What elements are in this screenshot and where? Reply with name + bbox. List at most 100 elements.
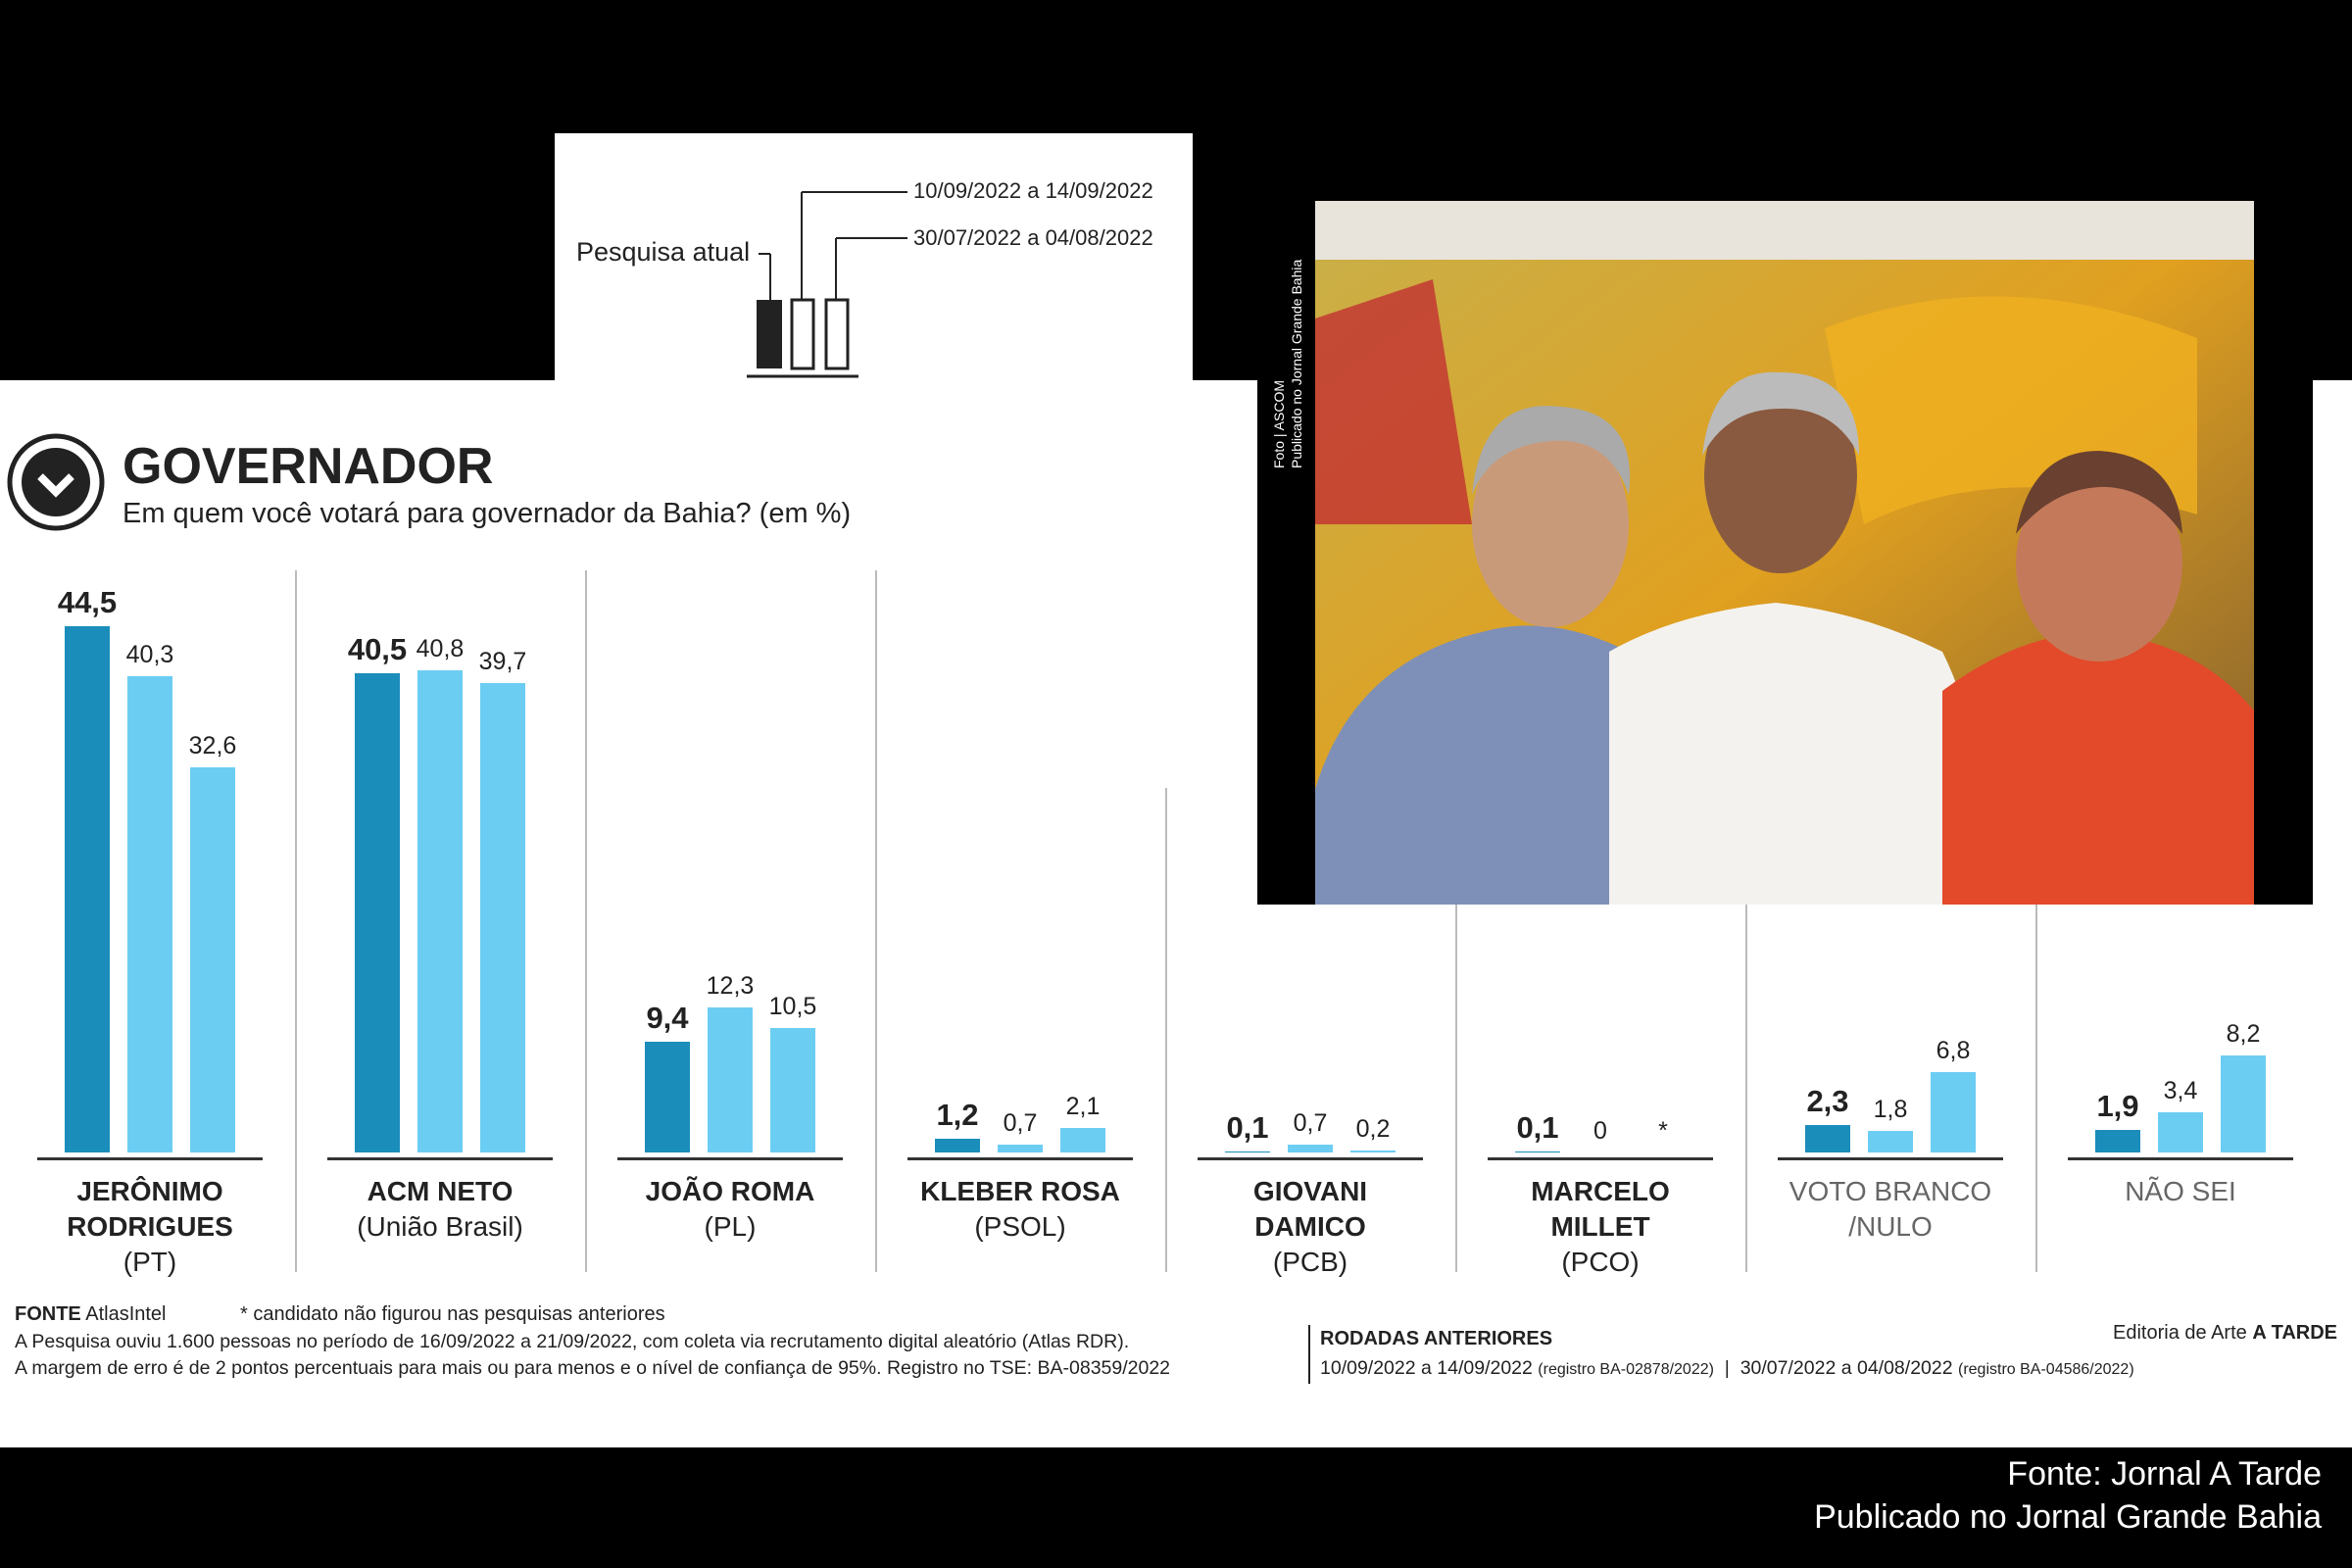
party-label: (PCB) (1272, 1247, 1348, 1277)
value-label: 6,8 (1936, 1036, 1971, 1064)
value-label: 0,1 (1226, 1109, 1269, 1145)
separator (2035, 905, 2037, 1272)
separator (1455, 905, 1457, 1272)
chart-subtitle: Em quem você votará para governador da B… (122, 498, 852, 529)
bar (65, 625, 110, 1152)
separator (585, 570, 587, 1272)
bar (998, 1144, 1043, 1152)
category-label: NÃO SEI (2125, 1176, 2236, 1206)
value-label: 12,3 (706, 971, 755, 1000)
baseline (1778, 1157, 2003, 1160)
value-label: 39,7 (478, 647, 527, 675)
value-label: * (1658, 1117, 1668, 1145)
value-label: 40,8 (416, 634, 465, 662)
legend-label: Pesquisa atual (576, 237, 751, 267)
bar (770, 1028, 815, 1152)
source: AtlasIntel (85, 1303, 167, 1325)
bar (2095, 1130, 2140, 1152)
bar (708, 1006, 753, 1152)
party-label: (União Brasil) (357, 1211, 523, 1242)
category-label: JERÔNIMO RODRIGUES (67, 1176, 233, 1242)
bar (1350, 1150, 1396, 1152)
bar (1868, 1131, 1913, 1152)
value-label: 3,4 (2163, 1076, 2198, 1104)
bottom-source: Fonte: Jornal A Tarde (2007, 1455, 2322, 1493)
bar (127, 675, 172, 1152)
separator (875, 570, 877, 1272)
value-label: 10,5 (768, 993, 817, 1021)
separator (295, 570, 297, 1272)
value-label: 32,6 (188, 731, 237, 760)
category-label: VOTO BRANCO /NULO (1788, 1176, 1992, 1242)
category-label: ACM NETO (367, 1176, 514, 1206)
baseline (37, 1157, 263, 1160)
title-icon (7, 433, 105, 531)
value-label: 0,2 (1355, 1114, 1391, 1143)
bar (1931, 1071, 1976, 1152)
value-label: 40,5 (347, 632, 408, 667)
method-note: A Pesquisa ouviu 1.600 pessoas no períod… (15, 1331, 1130, 1352)
legend-panel (555, 133, 1193, 380)
baseline (1198, 1157, 1423, 1160)
party-label: (PSOL) (974, 1211, 1066, 1242)
footnote: * candidato não figurou nas pesquisas an… (240, 1303, 665, 1325)
legend-series: 30/07/2022 a 04/08/2022 (913, 225, 1153, 250)
category-label: MARCELO MILLET (1531, 1176, 1670, 1242)
separator (1165, 788, 1167, 1272)
bar (190, 766, 235, 1152)
previous-title: RODADAS ANTERIORES (1320, 1328, 1553, 1349)
previous-date: 10/09/2022 a 14/09/2022 (1320, 1357, 1533, 1379)
value-label: 8,2 (2226, 1020, 2261, 1049)
baseline (907, 1157, 1133, 1160)
category-label: KLEBER ROSA (920, 1176, 1120, 1206)
legend-series: 10/09/2022 a 14/09/2022 (913, 178, 1153, 203)
baseline (617, 1157, 843, 1160)
margin-note: A margem de erro é de 2 pontos percentua… (15, 1357, 1171, 1379)
baseline (327, 1157, 553, 1160)
value-label: 44,5 (57, 584, 118, 619)
source-label: FONTE (15, 1303, 81, 1325)
previous-registry: (registro BA-04586/2022) (1958, 1361, 2134, 1378)
bar (355, 673, 400, 1152)
party-label: (PT) (122, 1247, 177, 1277)
bar (1060, 1127, 1105, 1152)
credit: A TARDE (2252, 1322, 2337, 1344)
value-label: 2,1 (1065, 1092, 1101, 1120)
value-label: 0,7 (1293, 1108, 1328, 1137)
separator (1745, 905, 1747, 1272)
value-label: 1,2 (936, 1097, 979, 1132)
divider (1308, 1325, 1310, 1384)
bottom-published: Publicado no Jornal Grande Bahia (1814, 1498, 2322, 1536)
value-label: 0 (1593, 1117, 1607, 1145)
value-label: 1,9 (2096, 1089, 2139, 1124)
credit-label: Editoria de Arte (2113, 1322, 2247, 1344)
category-label: JOÃO ROMA (645, 1176, 815, 1206)
value-label: 1,8 (1873, 1096, 1908, 1124)
photo (1315, 201, 2254, 905)
bar (645, 1041, 690, 1152)
bar (480, 682, 525, 1152)
baseline (2068, 1157, 2293, 1160)
chart-title: GOVERNADOR (122, 438, 494, 495)
value-label: 9,4 (646, 1000, 689, 1035)
value-label: 2,3 (1806, 1084, 1849, 1119)
value-label: 0,7 (1003, 1108, 1038, 1137)
party-label: (PL) (704, 1211, 757, 1242)
bar (2221, 1055, 2266, 1152)
bottom-caption: Fonte: Jornal A Tarde Publicado no Jorna… (1814, 1452, 2322, 1539)
value-label: 0,1 (1516, 1109, 1559, 1145)
legend-key (747, 191, 907, 378)
previous-date: 30/07/2022 a 04/08/2022 (1740, 1357, 1953, 1379)
party-label: (PCO) (1561, 1247, 1640, 1277)
category-label: GIOVANI DAMICO (1252, 1176, 1368, 1242)
bar (2158, 1111, 2203, 1152)
bar (1288, 1144, 1333, 1152)
baseline (1488, 1157, 1713, 1160)
bar (935, 1138, 980, 1152)
value-label: 40,3 (125, 640, 174, 668)
previous-registry: (registro BA-02878/2022) (1538, 1361, 1714, 1378)
bar (417, 669, 463, 1152)
bar (1805, 1125, 1850, 1152)
